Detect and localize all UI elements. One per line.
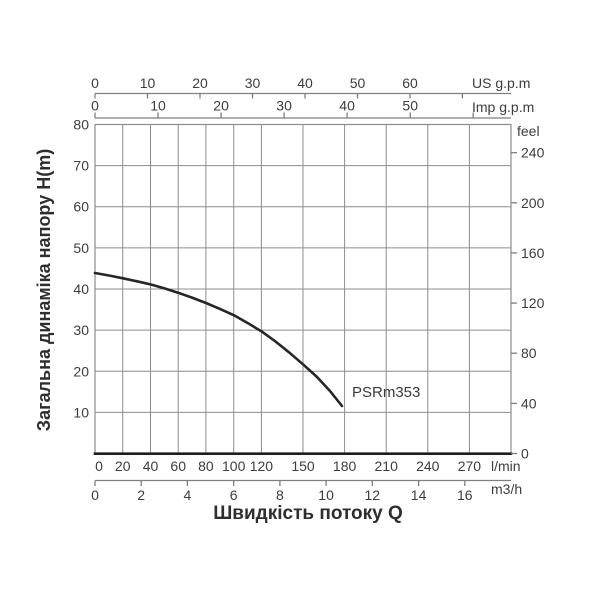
- tick-label: 40: [143, 458, 159, 474]
- tick-label: 8: [276, 487, 284, 503]
- tick-label: 2: [137, 487, 145, 503]
- pump-curve-series: PSRm353: [93, 271, 420, 408]
- tick-label: 150: [291, 458, 315, 474]
- us-gpm-axis: 0 10 20 30 40 50 60 US g.p.m: [91, 75, 530, 99]
- tick-label: 160: [521, 245, 545, 261]
- tick-label: 10: [318, 487, 334, 503]
- x-axis-title: Швидкість потоку Q: [213, 503, 403, 524]
- m3h-unit-label: m3/h: [491, 481, 522, 497]
- tick-label: 200: [521, 195, 545, 211]
- tick-label: 80: [198, 458, 214, 474]
- tick-label: 240: [416, 458, 440, 474]
- tick-label: 0: [95, 458, 103, 474]
- feet-axis: feel 240 200 160 120 80 40 0: [511, 123, 545, 462]
- feet-unit-label: feel: [517, 123, 540, 139]
- tick-label: 40: [73, 281, 89, 297]
- tick-label: 40: [297, 75, 313, 91]
- tick-label: 180: [333, 458, 357, 474]
- tick-label: 210: [375, 458, 399, 474]
- m3h-axis: 0 2 4 6 8 10 12 14 16 m3/h: [91, 479, 522, 503]
- tick-label: 30: [73, 322, 89, 338]
- tick-label: 20: [213, 98, 229, 114]
- tick-label: 20: [73, 363, 89, 379]
- tick-label: 100: [222, 458, 246, 474]
- tick-label: 20: [115, 458, 131, 474]
- tick-label: 30: [276, 98, 292, 114]
- curve-label: PSRm353: [352, 384, 420, 401]
- imp-gpm-axis: 0 10 20 30 40 50 Imp g.p.m: [91, 98, 534, 119]
- tick-label: 60: [170, 458, 186, 474]
- tick-label: 50: [73, 240, 89, 256]
- tick-label: 30: [245, 75, 261, 91]
- tick-label: 10: [140, 75, 156, 91]
- head-m-axis: 80 70 60 50 40 30 20 10: [73, 117, 89, 421]
- tick-label: 16: [457, 487, 473, 503]
- tick-label: 60: [402, 75, 418, 91]
- imp-gpm-unit-label: Imp g.p.m: [472, 99, 534, 115]
- tick-label: 12: [365, 487, 381, 503]
- tick-label: 20: [192, 75, 208, 91]
- tick-label: 120: [250, 458, 274, 474]
- tick-label: 80: [521, 345, 537, 361]
- tick-label: 6: [230, 487, 238, 503]
- us-gpm-unit-label: US g.p.m: [472, 75, 530, 91]
- tick-label: 80: [73, 117, 89, 133]
- y-axis-title: Загальна динаміка напору H(m): [34, 149, 54, 431]
- tick-label: 240: [521, 145, 545, 161]
- lmin-unit-label: l/min: [491, 458, 521, 474]
- tick-label: 40: [339, 98, 355, 114]
- tick-label: 10: [150, 98, 166, 114]
- plot-grid: [93, 123, 513, 456]
- tick-label: 120: [521, 295, 545, 311]
- tick-label: 0: [91, 487, 99, 503]
- tick-label: 4: [184, 487, 192, 503]
- tick-label: 50: [350, 75, 366, 91]
- tick-label: 70: [73, 158, 89, 174]
- tick-label: 50: [402, 98, 418, 114]
- tick-label: 270: [458, 458, 482, 474]
- tick-label: 0: [91, 75, 99, 91]
- tick-label: 0: [521, 446, 529, 462]
- tick-label: 0: [91, 98, 99, 114]
- lmin-axis: 0 20 40 60 80 100 120 150 180 210 240 27…: [95, 458, 520, 474]
- pump-curve-psrm353: [93, 271, 344, 408]
- tick-label: 40: [521, 395, 537, 411]
- tick-label: 60: [73, 199, 89, 215]
- tick-label: 14: [411, 487, 427, 503]
- tick-label: 10: [73, 404, 89, 420]
